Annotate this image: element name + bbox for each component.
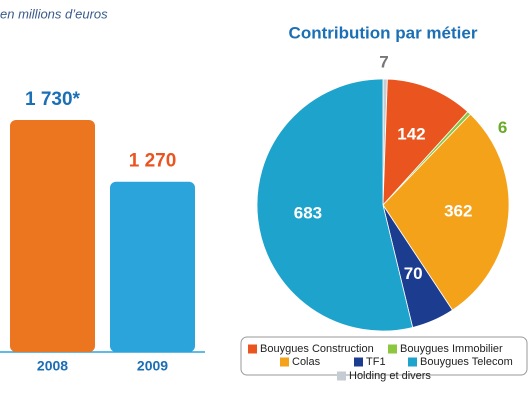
bar	[110, 181, 195, 352]
pie-slice	[382, 113, 510, 311]
legend-swatch	[408, 357, 417, 367]
data-label: 70	[404, 264, 423, 283]
bar	[10, 120, 95, 352]
pie-slice	[256, 78, 414, 332]
legend-label: Bouygues Construction	[260, 343, 374, 355]
legend-label: Bouygues Telecom	[420, 356, 513, 368]
legend-swatch	[248, 344, 257, 354]
data-label: 7	[379, 52, 388, 71]
value-label: 1 270	[129, 151, 177, 172]
legend-box	[240, 336, 528, 376]
legend-label: TF1	[366, 356, 386, 368]
pie-title: Contribution par métier	[289, 23, 478, 42]
data-label: 362	[444, 201, 472, 220]
subtitle: en millions d’euros	[0, 6, 108, 21]
data-label: 6	[498, 118, 507, 137]
value-label: 1 730*	[25, 89, 81, 110]
legend-label: Bouygues Immobilier	[400, 343, 503, 355]
data-label: 683	[294, 203, 322, 222]
legend-label: Holding et divers	[349, 370, 431, 382]
x-tick-label: 2008	[37, 358, 68, 374]
legend-label: Colas	[292, 356, 321, 368]
data-label: 142	[397, 124, 425, 143]
legend-swatch	[388, 344, 397, 354]
pie-slice	[382, 78, 469, 207]
legend-swatch	[354, 357, 363, 367]
legend-swatch	[280, 357, 289, 367]
x-tick-label: 2009	[137, 358, 168, 374]
legend-swatch	[337, 371, 346, 381]
